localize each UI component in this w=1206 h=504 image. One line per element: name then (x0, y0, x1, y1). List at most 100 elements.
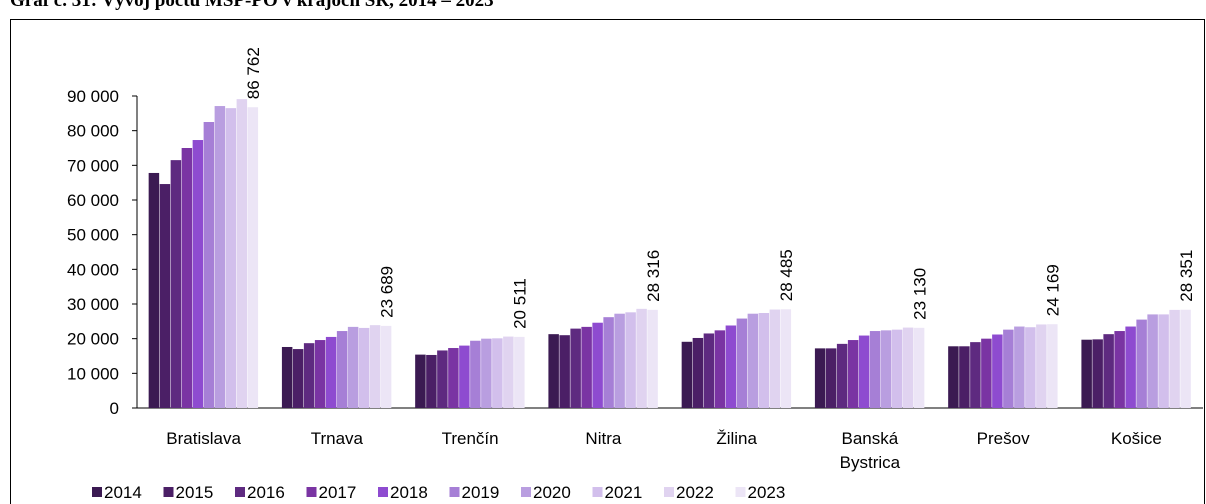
bar (448, 348, 459, 408)
bar (725, 325, 737, 408)
legend-swatch (664, 487, 674, 497)
bar (336, 331, 348, 408)
bar (625, 312, 636, 408)
y-tick-label: 60 000 (67, 191, 119, 210)
bar (548, 334, 559, 408)
bar (836, 343, 848, 408)
bar (281, 346, 293, 408)
legend-swatch (521, 487, 531, 497)
bar (148, 172, 160, 408)
bar (681, 341, 693, 408)
legend-swatch (592, 487, 603, 497)
bar (1125, 326, 1136, 408)
value-label: 23 130 (910, 268, 929, 320)
bar (380, 325, 392, 408)
bar (981, 338, 992, 408)
legend-swatch (735, 487, 746, 497)
bar (1180, 309, 1191, 408)
bar (692, 337, 704, 408)
legend-label: 2023 (748, 483, 786, 502)
legend-label: 2022 (676, 483, 714, 502)
bar (559, 335, 570, 408)
bar (181, 148, 193, 408)
x-tick-label: Prešov (977, 429, 1030, 448)
x-tick-label: Trnava (311, 429, 364, 448)
bar (1158, 314, 1169, 408)
y-tick-label: 30 000 (67, 295, 119, 314)
bar (747, 313, 759, 408)
legend-label: 2019 (462, 483, 500, 502)
bar (514, 336, 525, 408)
bar (170, 160, 182, 408)
value-label: 86 762 (244, 47, 263, 99)
bar (603, 317, 614, 408)
value-label: 28 316 (644, 250, 663, 302)
bar (948, 346, 959, 408)
y-tick-label: 40 000 (67, 260, 119, 279)
legend-swatch (235, 487, 245, 497)
bar (1147, 314, 1158, 408)
legend-label: 2021 (605, 483, 643, 502)
legend-swatch (378, 487, 388, 497)
bar (636, 308, 647, 408)
chart-title: Graf č. 31: Vývoj počtu MSP-PO v krajoch… (10, 0, 494, 11)
x-tick-label: Trenčín (442, 429, 499, 448)
bar (1036, 324, 1047, 408)
x-tick-label: Banská Bystrica (840, 429, 901, 472)
bar (714, 330, 726, 408)
bar (492, 338, 503, 408)
bar (459, 345, 470, 408)
value-label: 28 485 (777, 249, 796, 301)
bar (780, 309, 792, 408)
value-label: 23 689 (377, 266, 396, 318)
bar (1003, 329, 1014, 408)
bar (314, 340, 326, 408)
legend-swatch (449, 487, 460, 497)
bar (758, 313, 770, 408)
bar (869, 331, 881, 408)
bar (292, 349, 304, 408)
bar (1103, 334, 1114, 408)
bar (902, 327, 914, 408)
bar (214, 106, 226, 408)
bar (570, 328, 581, 408)
bar (1081, 339, 1092, 408)
bar (847, 340, 859, 408)
legend-swatch (163, 487, 174, 497)
bar (959, 346, 970, 408)
legend-label: 2020 (533, 483, 571, 502)
bar (913, 327, 925, 408)
legend-swatch (306, 487, 317, 497)
bar (581, 326, 592, 408)
bar (1136, 319, 1147, 408)
bar (203, 122, 215, 408)
x-tick-label: Žilina (716, 429, 757, 448)
bar (891, 329, 903, 408)
bar (347, 326, 359, 408)
bar (1169, 309, 1180, 408)
bar (415, 354, 426, 408)
y-tick-label: 0 (110, 399, 119, 418)
y-tick-label: 90 000 (67, 87, 119, 106)
bar (225, 108, 237, 408)
bar (247, 107, 259, 408)
bar (970, 342, 981, 408)
y-tick-label: 80 000 (67, 122, 119, 141)
x-tick-label: Bratislava (166, 429, 241, 448)
y-tick-label: 50 000 (67, 226, 119, 245)
bar (703, 333, 715, 408)
bar (192, 140, 204, 408)
bar (858, 335, 870, 408)
bar (825, 348, 837, 408)
bar (1092, 339, 1103, 408)
bar (470, 340, 481, 408)
bar (358, 327, 370, 408)
y-tick-label: 20 000 (67, 330, 119, 349)
bar (1047, 324, 1058, 408)
chart-frame (10, 19, 1205, 504)
bar (481, 338, 492, 408)
bar (369, 325, 381, 408)
bar (1025, 327, 1036, 408)
legend-label: 2018 (390, 483, 428, 502)
